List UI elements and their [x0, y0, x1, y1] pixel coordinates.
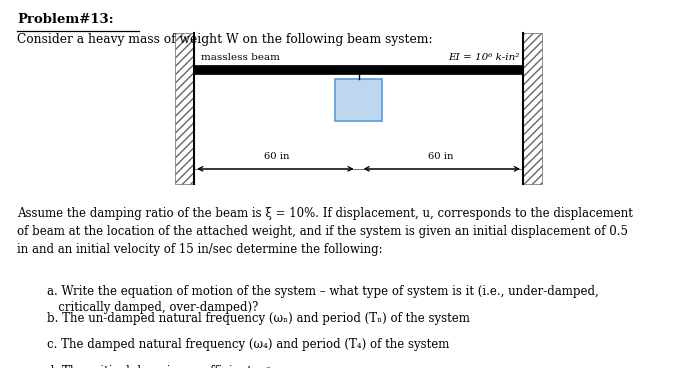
Text: 60 in: 60 in: [264, 152, 289, 161]
Text: Consider a heavy mass of weight W on the following beam system:: Consider a heavy mass of weight W on the…: [18, 33, 433, 46]
Text: c. The damped natural frequency (ω₄) and period (T₄) of the system: c. The damped natural frequency (ω₄) and…: [47, 338, 449, 351]
Bar: [335, 79, 382, 121]
Text: 5 kips: 5 kips: [345, 104, 372, 112]
Text: massless beam: massless beam: [201, 53, 280, 63]
Text: d. The critical damping coefficient, cᶜᵣ: d. The critical damping coefficient, cᶜᵣ: [47, 365, 274, 368]
Text: a. Write the equation of motion of the system – what type of system is it (i.e.,: a. Write the equation of motion of the s…: [47, 285, 598, 315]
Text: Assume the damping ratio of the beam is ξ = 10%. If displacement, u, corresponds: Assume the damping ratio of the beam is …: [18, 208, 634, 256]
Text: Problem#13:: Problem#13:: [18, 13, 114, 26]
Text: W =: W =: [349, 91, 368, 99]
Text: EI = 10⁶ k-in²: EI = 10⁶ k-in²: [448, 53, 519, 63]
Text: b. The un-damped natural frequency (ωₙ) and period (Tₙ) of the system: b. The un-damped natural frequency (ωₙ) …: [47, 312, 470, 325]
Bar: [523, 32, 542, 184]
Bar: [175, 32, 195, 184]
Text: 60 in: 60 in: [428, 152, 454, 161]
